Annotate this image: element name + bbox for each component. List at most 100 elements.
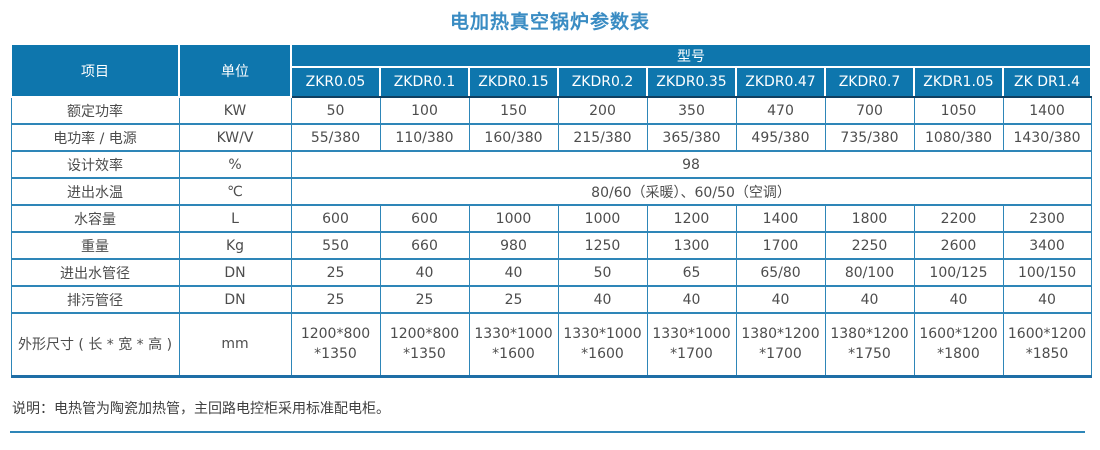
page-title: 电加热真空锅炉参数表 xyxy=(449,11,650,33)
cell-value: 1400 xyxy=(1002,97,1092,125)
row-unit: KW/V xyxy=(178,124,292,152)
cell-value: 40 xyxy=(735,286,826,314)
cell-value: 200 xyxy=(557,97,648,125)
cell-value: 2300 xyxy=(1002,205,1092,233)
row-label: 进出水管径 xyxy=(10,259,180,287)
cell-value: 1430/380 xyxy=(1002,124,1092,152)
cell-value: 1300 xyxy=(646,232,737,260)
row-unit: KW xyxy=(178,97,292,125)
row-label: 设计效率 xyxy=(10,151,180,179)
row-label: 外形尺寸 ( 长 * 宽 * 高 ) xyxy=(10,313,180,378)
table-row: 水容量 L 600 600 1000 1000 1200 1400 1800 2200 2300 xyxy=(10,205,1092,233)
col-header-model-group: 型号 xyxy=(289,43,1093,68)
cell-value: 40 xyxy=(913,286,1004,314)
cell-value: 3400 xyxy=(1002,232,1092,260)
cell-value: 600 xyxy=(290,205,381,233)
table-row: 进出水温 ℃ 80/60（采暖）、60/50（空调） xyxy=(10,178,1092,206)
cell-value: 40 xyxy=(557,286,648,314)
cell-value: 25 xyxy=(468,286,559,314)
note-text: 说明：电热管为陶瓷加热管，主回路电控柜采用标准配电柜。 xyxy=(12,400,390,417)
cell-value: 350 xyxy=(646,97,737,125)
cell-value: 1250 xyxy=(557,232,648,260)
cell-value: 1600*1200 *1850 xyxy=(1002,313,1092,378)
model-header: ZKDR0.15 xyxy=(468,66,559,98)
cell-value: 65/80 xyxy=(735,259,826,287)
model-header: ZK DR1.4 xyxy=(1001,66,1093,98)
cell-value: 110/380 xyxy=(379,124,470,152)
cell-value: 1330*1000 *1600 xyxy=(468,313,559,378)
table-row: 电功率 / 电源 KW/V 55/380 110/380 160/380 215/380 3… xyxy=(10,124,1092,152)
header-group-row: 项目 单位 型号 xyxy=(10,43,1093,98)
cell-value: 1380*1200 *1750 xyxy=(824,313,915,378)
cell-value: 40 xyxy=(824,286,915,314)
cell-value: 50 xyxy=(290,97,381,125)
row-label: 进出水温 xyxy=(10,178,180,206)
model-header: ZKDR0.7 xyxy=(824,66,915,98)
cell-value: 600 xyxy=(379,205,470,233)
cell-value: 470 xyxy=(735,97,826,125)
cell-value: 55/380 xyxy=(290,124,381,152)
cell-value: 1330*1000 *1700 xyxy=(646,313,737,378)
row-label: 水容量 xyxy=(10,205,180,233)
cell-value: 1200 xyxy=(646,205,737,233)
table-row: 重量 Kg 550 660 980 1250 1300 1700 2250 2600 3400 xyxy=(10,232,1092,260)
cell-value: 80/100 xyxy=(824,259,915,287)
cell-value: 495/380 xyxy=(735,124,826,152)
cell-value: 40 xyxy=(468,259,559,287)
cell-value: 735/380 xyxy=(824,124,915,152)
cell-value: 65 xyxy=(646,259,737,287)
row-unit: mm xyxy=(178,313,292,378)
cell-value: 1600*1200 *1800 xyxy=(913,313,1004,378)
cell-value: 1800 xyxy=(824,205,915,233)
cell-value: 100 xyxy=(379,97,470,125)
cell-value: 160/380 xyxy=(468,124,559,152)
cell-value: 100/125 xyxy=(913,259,1004,287)
row-unit: DN xyxy=(178,259,292,287)
model-header: ZKR0.05 xyxy=(290,66,381,98)
col-header-item: 项目 xyxy=(10,43,180,98)
cell-value: 40 xyxy=(379,259,470,287)
row-unit: Kg xyxy=(178,232,292,260)
cell-merged-value: 80/60（采暖）、60/50（空调） xyxy=(290,178,1092,206)
cell-value: 365/380 xyxy=(646,124,737,152)
row-label: 电功率 / 电源 xyxy=(10,124,180,152)
cell-value: 25 xyxy=(379,286,470,314)
cell-value: 1000 xyxy=(468,205,559,233)
cell-value: 40 xyxy=(1002,286,1092,314)
row-unit: L xyxy=(178,205,292,233)
cell-value: 1400 xyxy=(735,205,826,233)
cell-value: 100/150 xyxy=(1002,259,1092,287)
model-header: ZKDR0.35 xyxy=(646,66,737,98)
cell-value: 980 xyxy=(468,232,559,260)
cell-value: 1380*1200 *1700 xyxy=(735,313,826,378)
cell-value: 1330*1000 *1600 xyxy=(557,313,648,378)
cell-value: 660 xyxy=(379,232,470,260)
cell-merged-value: 98 xyxy=(290,151,1092,179)
row-unit: ℃ xyxy=(178,178,292,206)
cell-value: 1700 xyxy=(735,232,826,260)
table-row: 外形尺寸 ( 长 * 宽 * 高 ) mm 1200*800 *1350 1200*8… xyxy=(10,313,1092,378)
cell-value: 150 xyxy=(468,97,559,125)
row-unit: % xyxy=(178,151,292,179)
cell-value: 1080/380 xyxy=(913,124,1004,152)
model-header: ZKDR1.05 xyxy=(913,66,1004,98)
cell-value: 25 xyxy=(290,286,381,314)
table-row: 进出水管径 DN 25 40 40 50 65 65/80 80/100 100/125 100/1… xyxy=(10,259,1092,287)
cell-value: 1050 xyxy=(913,97,1004,125)
cell-value: 2600 xyxy=(913,232,1004,260)
cell-value: 50 xyxy=(557,259,648,287)
model-header: ZKDR0.2 xyxy=(557,66,648,98)
spec-table: 项目 单位 型号 ZKR0.05 ZKDR0.1 ZKDR0.15 ZKDR0.2 ZK… xyxy=(10,43,1093,378)
row-label: 排污管径 xyxy=(10,286,180,314)
cell-value: 2250 xyxy=(824,232,915,260)
cell-value: 40 xyxy=(646,286,737,314)
row-unit: DN xyxy=(178,286,292,314)
cell-value: 550 xyxy=(290,232,381,260)
cell-value: 215/380 xyxy=(557,124,648,152)
table-row: 排污管径 DN 25 25 25 40 40 40 40 40 40 xyxy=(10,286,1092,314)
cell-value: 25 xyxy=(290,259,381,287)
cell-value: 700 xyxy=(824,97,915,125)
row-label: 额定功率 xyxy=(10,97,180,125)
table-row: 额定功率 KW 50 100 150 200 350 470 700 1050 1400 xyxy=(10,97,1092,125)
